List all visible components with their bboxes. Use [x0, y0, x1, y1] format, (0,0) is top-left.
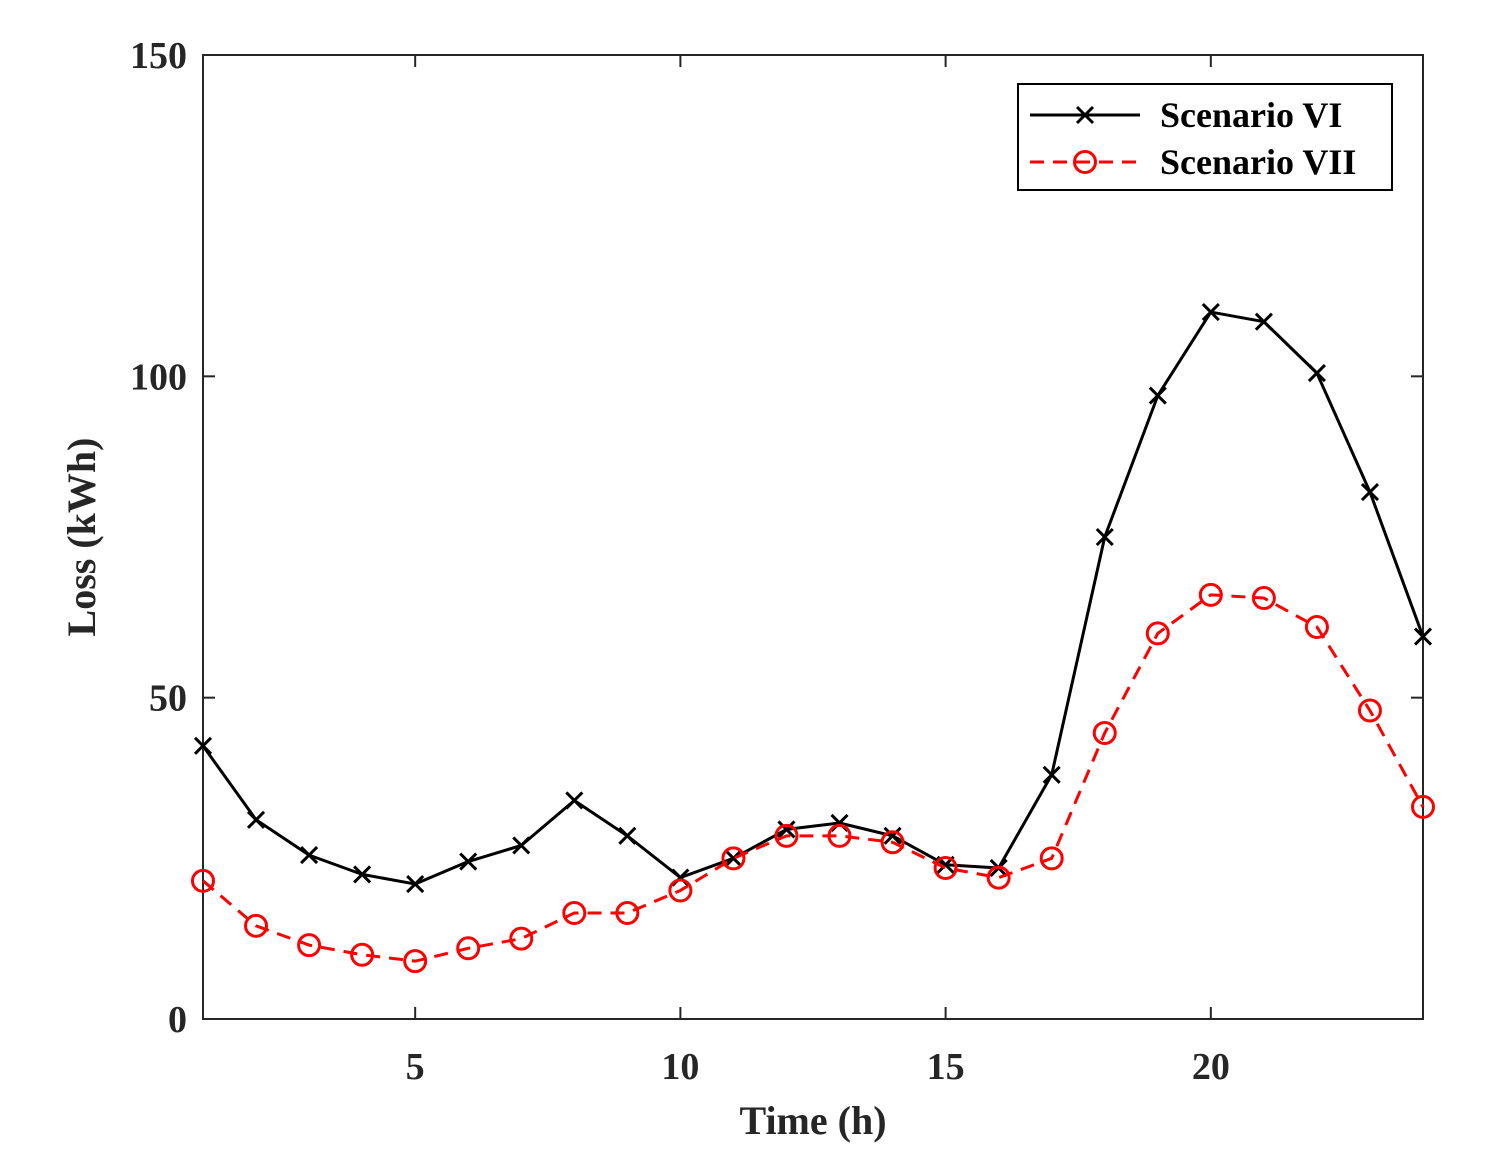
- y-tick-label: 100: [130, 356, 187, 398]
- data-point-scenario-vi: [618, 826, 637, 845]
- data-point-scenario-vii: [350, 942, 375, 967]
- legend-marker-shape-stroke-b: [1075, 105, 1095, 125]
- y-tick-label: 50: [149, 678, 187, 720]
- data-point-scenario-vii: [562, 900, 587, 925]
- x-tick-label: 15: [927, 1046, 965, 1088]
- data-point-scenario-vii: [403, 949, 428, 974]
- data-point-scenario-vii: [1411, 794, 1435, 819]
- data-point-scenario-vi: [883, 826, 902, 845]
- data-point-scenario-vi: [1307, 364, 1326, 383]
- data-point-scenario-vii: [986, 865, 1011, 890]
- legend-marker-scenario-vii: [1073, 150, 1097, 174]
- data-point-scenario-vi: [1413, 627, 1433, 646]
- data-point-scenario-vi-stroke-b: [1413, 627, 1433, 646]
- data-point-scenario-vii: [244, 913, 269, 938]
- x-tick-label: 5: [406, 1046, 425, 1088]
- data-point-scenario-vi-stroke-b: [193, 736, 213, 755]
- data-point-scenario-vi-stroke-b: [353, 865, 372, 884]
- data-point-scenario-vi: [724, 849, 743, 868]
- data-point-scenario-vii: [1304, 614, 1329, 639]
- data-point-scenario-vi-stroke-b: [1201, 303, 1220, 322]
- data-point-scenario-vi: [353, 865, 372, 884]
- data-point-scenario-vi: [246, 810, 266, 829]
- data-point-scenario-vii: [297, 933, 322, 958]
- x-tick-label: 10: [661, 1046, 699, 1088]
- data-point-scenario-vii: [456, 936, 481, 961]
- legend-marker-scenario-vi: [1075, 105, 1095, 125]
- data-point-scenario-vi-stroke-b: [565, 791, 584, 810]
- series-line-scenario-vi: [201, 310, 1425, 886]
- data-point-scenario-vi-stroke-b: [883, 826, 902, 845]
- data-point-scenario-vii: [615, 900, 640, 925]
- y-tick-label: 0: [168, 999, 187, 1041]
- data-point-scenario-vi-stroke-b: [777, 820, 796, 839]
- data-point-scenario-vii: [1198, 582, 1223, 607]
- data-point-scenario-vii: [1145, 621, 1170, 646]
- data-point-scenario-vii: [1357, 698, 1382, 723]
- data-point-scenario-vi: [1254, 312, 1273, 331]
- legend-entry-scenario-vii: Scenario VII: [1030, 142, 1356, 182]
- data-point-scenario-vi: [459, 852, 478, 871]
- data-point-scenario-vi: [1360, 482, 1380, 502]
- data-point-scenario-vi-stroke-b: [1360, 482, 1380, 502]
- data-point-scenario-vii: [774, 823, 799, 848]
- legend-marker-shape: [1075, 105, 1095, 125]
- y-axis-title: Loss (kWh): [59, 438, 104, 637]
- data-point-scenario-vi-stroke-b: [512, 836, 531, 855]
- series-scenario-vii: [191, 582, 1435, 974]
- legend-label-scenario-vii: Scenario VII: [1160, 142, 1356, 182]
- data-point-scenario-vi: [1201, 303, 1220, 322]
- legend: Scenario VI Scenario VII: [1017, 83, 1393, 191]
- series-layer: [191, 303, 1435, 974]
- data-point-scenario-vi: [1095, 527, 1114, 547]
- data-point-scenario-vi: [300, 846, 319, 865]
- data-point-scenario-vi: [1042, 765, 1061, 784]
- data-point-scenario-vi-stroke-b: [1148, 386, 1167, 405]
- data-point-scenario-vi: [193, 736, 213, 755]
- axis-ticks: 5 10 15 20 0 50 100 150: [130, 35, 1423, 1088]
- data-point-scenario-vii: [1039, 846, 1064, 871]
- data-point-scenario-vi-stroke-b: [618, 826, 637, 845]
- data-point-scenario-vi: [777, 820, 796, 839]
- data-point-scenario-vi-stroke-b: [1307, 364, 1326, 383]
- data-point-scenario-vi-stroke-b: [724, 849, 743, 868]
- series-line-scenario-vii: [202, 593, 1425, 963]
- data-point-scenario-vi: [512, 836, 531, 855]
- series-scenario-vi: [193, 303, 1433, 894]
- data-point-scenario-vii: [827, 823, 852, 848]
- data-point-scenario-vi-stroke-b: [459, 852, 478, 871]
- x-tick-label: 20: [1192, 1046, 1230, 1088]
- data-point-scenario-vii: [191, 868, 215, 893]
- data-point-scenario-vii: [721, 846, 746, 871]
- data-point-scenario-vii: [933, 855, 958, 880]
- data-point-scenario-vi-stroke-b: [1095, 527, 1114, 547]
- data-point-scenario-vi: [1148, 386, 1167, 405]
- data-point-scenario-vii: [1092, 721, 1117, 746]
- plot-area-frame: [202, 54, 1424, 1020]
- data-point-scenario-vi-stroke-b: [1042, 765, 1061, 784]
- legend-label-scenario-vi: Scenario VI: [1160, 95, 1342, 135]
- data-point-scenario-vii: [668, 878, 693, 903]
- data-point-scenario-vii: [1251, 586, 1276, 611]
- data-point-scenario-vi: [406, 874, 425, 894]
- x-axis-title: Time (h): [739, 1098, 886, 1143]
- data-point-scenario-vii: [880, 830, 905, 855]
- data-point-scenario-vi-stroke-b: [246, 810, 266, 829]
- data-point-scenario-vi: [565, 791, 584, 810]
- data-point-scenario-vi-stroke-b: [1254, 312, 1273, 331]
- data-point-scenario-vii: [509, 926, 534, 951]
- data-point-scenario-vi-stroke-b: [406, 874, 425, 894]
- legend-entry-scenario-vi: Scenario VI: [1030, 95, 1342, 135]
- legend-marker-shape: [1073, 150, 1097, 174]
- y-tick-label: 150: [130, 35, 187, 77]
- data-point-scenario-vi-stroke-b: [300, 846, 319, 865]
